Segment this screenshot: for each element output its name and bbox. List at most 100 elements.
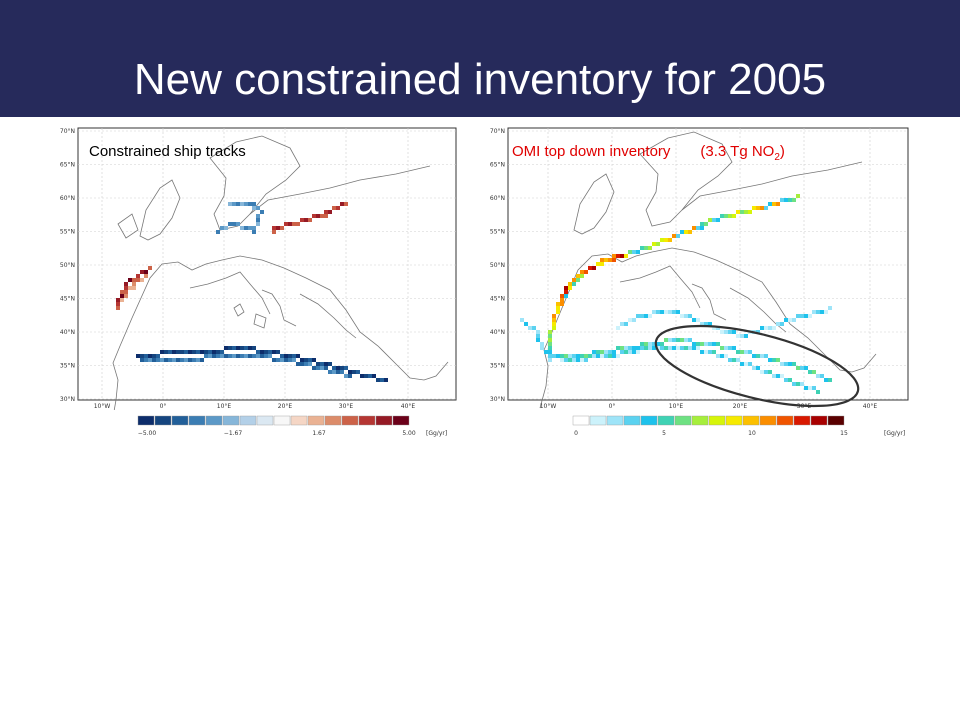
- emission-cell: [520, 318, 524, 322]
- emission-cell: [776, 322, 780, 326]
- emission-cell: [560, 358, 564, 362]
- emission-cell: [672, 338, 676, 342]
- emission-cell: [244, 346, 248, 350]
- emission-cell: [252, 226, 256, 230]
- emission-cell: [120, 290, 124, 294]
- emission-cell: [244, 226, 248, 230]
- emission-cell: [232, 222, 236, 226]
- colorbar-swatch: [188, 415, 206, 426]
- emission-cell: [672, 346, 676, 350]
- colorbar-swatch: [222, 415, 240, 426]
- emission-cell: [240, 354, 244, 358]
- emission-cell: [612, 254, 616, 258]
- emission-cell: [680, 314, 684, 318]
- emission-cell: [636, 346, 640, 350]
- emission-cell: [756, 354, 760, 358]
- lat-tick-label: 50°N: [490, 262, 505, 269]
- emission-cell: [828, 306, 832, 310]
- emission-cell: [648, 342, 652, 346]
- left-map-label: Constrained ship tracks: [89, 143, 246, 160]
- emission-cell: [136, 354, 140, 358]
- emission-cell: [808, 314, 812, 318]
- emission-cell: [600, 258, 604, 262]
- emission-cell: [792, 382, 796, 386]
- emission-cell: [796, 194, 800, 198]
- emission-cell: [152, 358, 156, 362]
- emission-cell: [736, 358, 740, 362]
- emission-cell: [592, 350, 596, 354]
- emission-cell: [772, 374, 776, 378]
- colorbar-swatch: [759, 415, 777, 426]
- lat-tick-label: 55°N: [490, 229, 505, 236]
- emission-cell: [616, 346, 620, 350]
- emission-cell: [768, 202, 772, 206]
- emission-cell: [724, 330, 728, 334]
- emission-cell: [816, 310, 820, 314]
- emission-cell: [744, 362, 748, 366]
- emission-cell: [556, 302, 560, 306]
- emission-cell: [540, 346, 544, 350]
- emission-cell: [320, 214, 324, 218]
- lat-tick-label: 30°N: [60, 396, 75, 403]
- emission-cell: [556, 310, 560, 314]
- emission-cell: [344, 374, 348, 378]
- emission-cell: [536, 334, 540, 338]
- emission-cell: [180, 350, 184, 354]
- emission-cell: [216, 230, 220, 234]
- emission-cell: [692, 318, 696, 322]
- emission-cell: [236, 354, 240, 358]
- emission-cell: [720, 346, 724, 350]
- emission-cell: [708, 350, 712, 354]
- lon-tick-label: 30°E: [339, 403, 354, 410]
- emission-cell: [620, 322, 624, 326]
- emission-cell: [132, 286, 136, 290]
- lat-tick-label: 45°N: [60, 296, 75, 303]
- emission-cell: [716, 354, 720, 358]
- emission-cell: [700, 322, 704, 326]
- emission-cell: [284, 354, 288, 358]
- emission-cell: [248, 346, 252, 350]
- emission-cell: [772, 326, 776, 330]
- emission-cell: [776, 358, 780, 362]
- emission-cell: [812, 386, 816, 390]
- emission-cell: [784, 378, 788, 382]
- emission-cell: [192, 358, 196, 362]
- lat-tick-label: 45°N: [490, 296, 505, 303]
- emission-cell: [224, 354, 228, 358]
- colorbar-swatch: [171, 415, 189, 426]
- emission-cell: [584, 358, 588, 362]
- emission-cell: [636, 350, 640, 354]
- emission-cell: [548, 346, 552, 350]
- emission-cell: [716, 218, 720, 222]
- emission-cell: [640, 314, 644, 318]
- emission-cell: [720, 330, 724, 334]
- emission-cell: [196, 350, 200, 354]
- emission-cell: [128, 278, 132, 282]
- emission-cell: [816, 374, 820, 378]
- emission-cell: [680, 230, 684, 234]
- emission-cell: [580, 270, 584, 274]
- map-grid: [508, 128, 908, 400]
- emission-cell: [188, 350, 192, 354]
- emission-cell: [712, 350, 716, 354]
- emission-cell: [568, 282, 572, 286]
- emission-cell: [568, 286, 572, 290]
- emission-cell: [668, 310, 672, 314]
- emission-cell: [596, 354, 600, 358]
- emission-cell: [820, 374, 824, 378]
- emission-cell: [544, 350, 548, 354]
- emission-cell: [300, 362, 304, 366]
- emission-cell: [632, 350, 636, 354]
- lat-tick-label: 60°N: [490, 195, 505, 202]
- emission-cell: [636, 250, 640, 254]
- emission-cells: [116, 202, 388, 382]
- emission-cell: [296, 354, 300, 358]
- lon-tick-label: 20°E: [733, 403, 748, 410]
- emission-cell: [120, 298, 124, 302]
- emission-cell: [620, 350, 624, 354]
- emission-cell: [560, 302, 564, 306]
- emission-cell: [600, 262, 604, 266]
- emission-cell: [276, 358, 280, 362]
- colorbar-swatch: [392, 415, 410, 426]
- emission-cell: [560, 298, 564, 302]
